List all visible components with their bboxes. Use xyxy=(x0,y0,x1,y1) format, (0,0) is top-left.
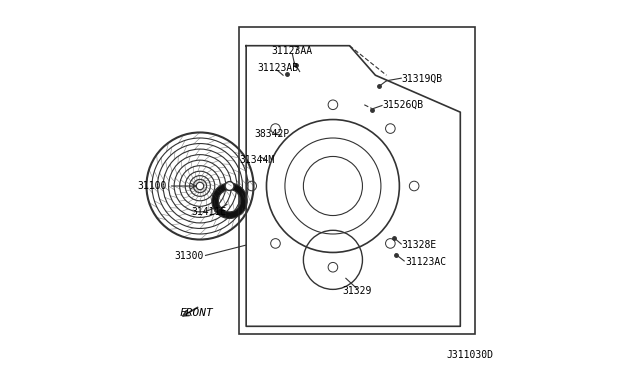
Text: 31100: 31100 xyxy=(138,181,167,191)
Bar xyxy=(239,27,475,334)
Text: 31319QB: 31319QB xyxy=(401,74,442,84)
Text: 31329: 31329 xyxy=(342,286,372,296)
Wedge shape xyxy=(212,183,247,218)
Text: 31300: 31300 xyxy=(174,251,204,261)
Text: 31411E: 31411E xyxy=(191,207,227,217)
Text: 31123AB: 31123AB xyxy=(257,63,298,73)
Text: 31344M: 31344M xyxy=(239,155,275,165)
Text: FRONT: FRONT xyxy=(179,308,213,318)
Text: 31123AA: 31123AA xyxy=(272,46,313,56)
Circle shape xyxy=(225,182,234,190)
Text: 38342P: 38342P xyxy=(254,129,290,139)
Text: 31526QB: 31526QB xyxy=(383,100,424,110)
Text: J311030D: J311030D xyxy=(447,350,493,359)
Text: 31328E: 31328E xyxy=(401,240,436,250)
Text: 31123AC: 31123AC xyxy=(405,257,446,267)
